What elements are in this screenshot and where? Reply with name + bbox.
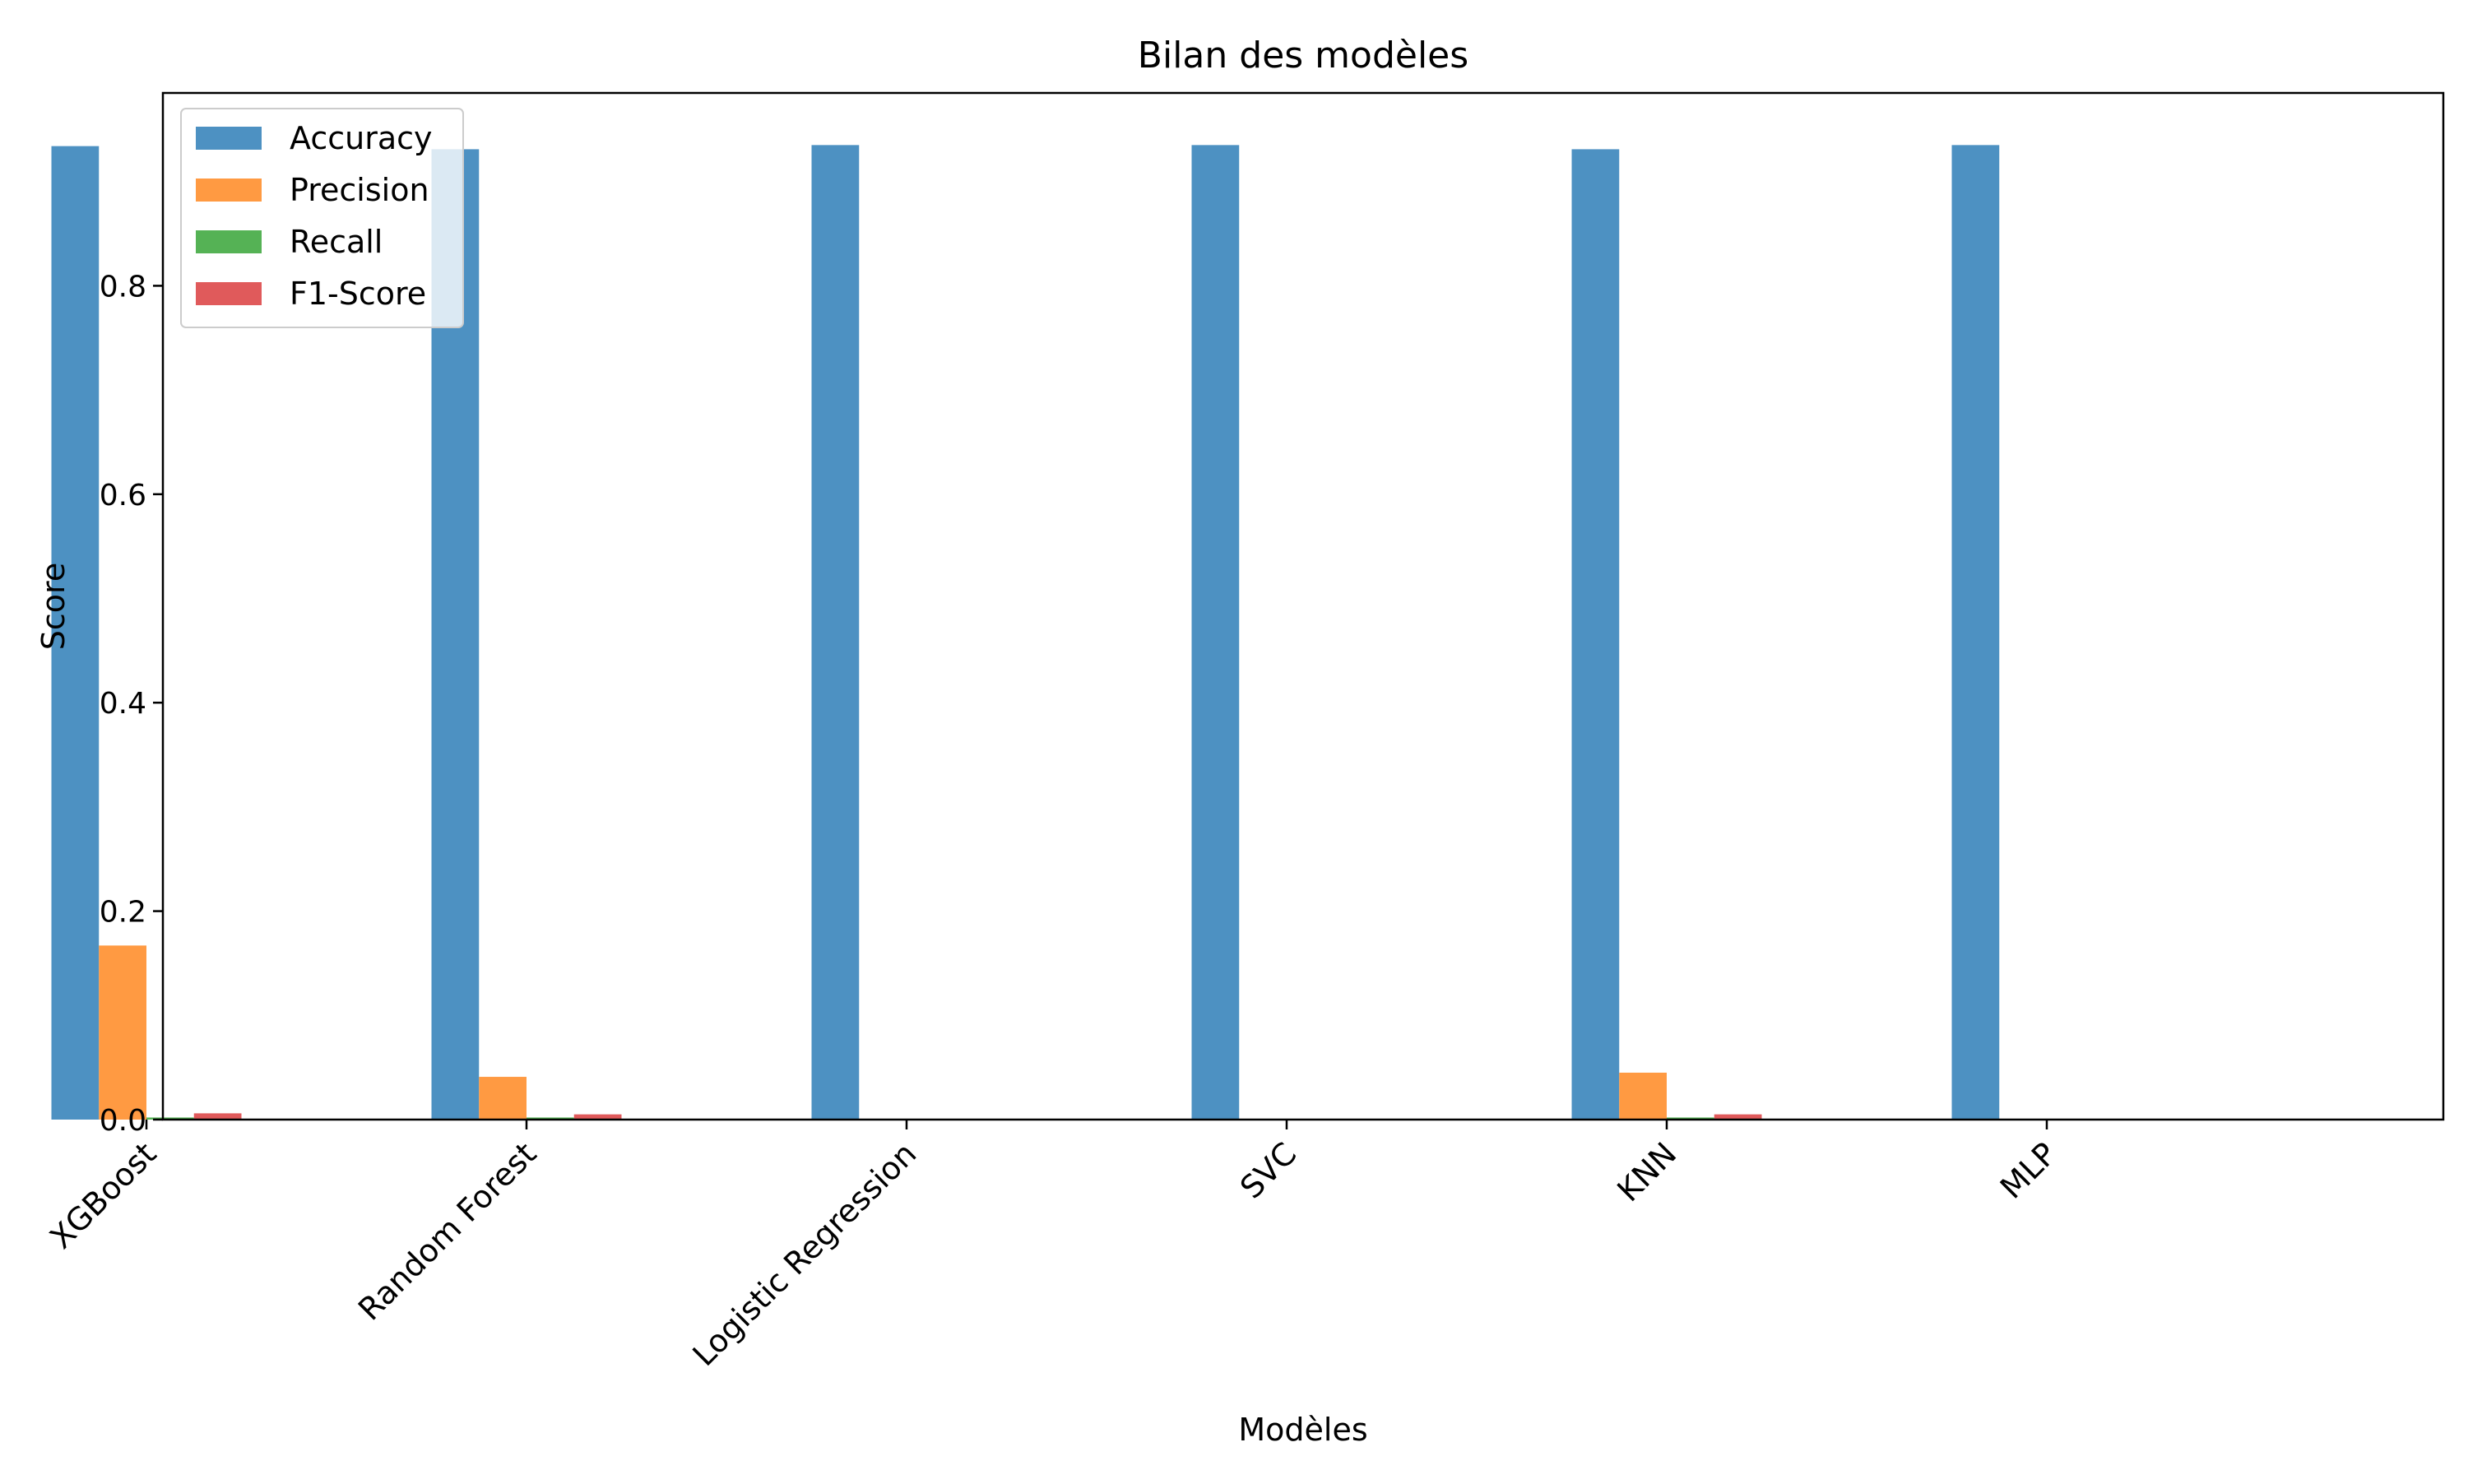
bar-accuracy-logistic-regression xyxy=(811,145,860,1120)
x-axis-label: Modèles xyxy=(1238,1412,1367,1448)
bars-layer xyxy=(51,145,2000,1120)
bar-f1-score-random-forest xyxy=(573,1114,622,1120)
y-tick-label: 0.4 xyxy=(100,687,146,721)
y-tick-label: 0.0 xyxy=(100,1104,146,1138)
legend-label-precision: Precision xyxy=(290,172,429,208)
legend-swatch-precision xyxy=(196,179,262,202)
y-tick-label: 0.2 xyxy=(100,896,146,930)
chart-title: Bilan des modèles xyxy=(1138,35,1468,77)
plot-frame xyxy=(161,91,2445,1121)
y-tick-label: 0.6 xyxy=(100,479,146,512)
bar-accuracy-svc xyxy=(1191,145,1240,1120)
bar-f1-score-knn xyxy=(1714,1114,1762,1120)
legend-swatch-accuracy xyxy=(196,127,262,150)
legend-label-accuracy: Accuracy xyxy=(290,120,433,156)
bar-accuracy-xgboost xyxy=(51,146,100,1120)
y-tick-label: 0.8 xyxy=(100,270,146,304)
y-axis-label: Score xyxy=(35,563,72,650)
legend: Accuracy Precision Recall F1-Score xyxy=(180,108,464,328)
bar-accuracy-knn xyxy=(1571,149,1620,1120)
legend-box xyxy=(180,108,464,328)
y-axis: 0.0 0.2 0.4 0.6 0.8 xyxy=(100,270,163,1138)
bar-precision-xgboost xyxy=(99,945,146,1120)
legend-swatch-f1-score xyxy=(196,282,262,305)
bar-precision-random-forest xyxy=(479,1077,527,1120)
bar-accuracy-mlp xyxy=(1951,145,2000,1120)
legend-swatch-recall xyxy=(196,230,262,253)
bar-recall-random-forest xyxy=(527,1117,574,1120)
legend-label-f1-score: F1-Score xyxy=(290,276,426,312)
bar-recall-xgboost xyxy=(146,1117,194,1120)
bar-precision-knn xyxy=(1619,1072,1667,1120)
bar-f1-score-xgboost xyxy=(193,1113,242,1120)
bar-recall-knn xyxy=(1667,1117,1714,1120)
legend-label-recall: Recall xyxy=(290,224,383,260)
